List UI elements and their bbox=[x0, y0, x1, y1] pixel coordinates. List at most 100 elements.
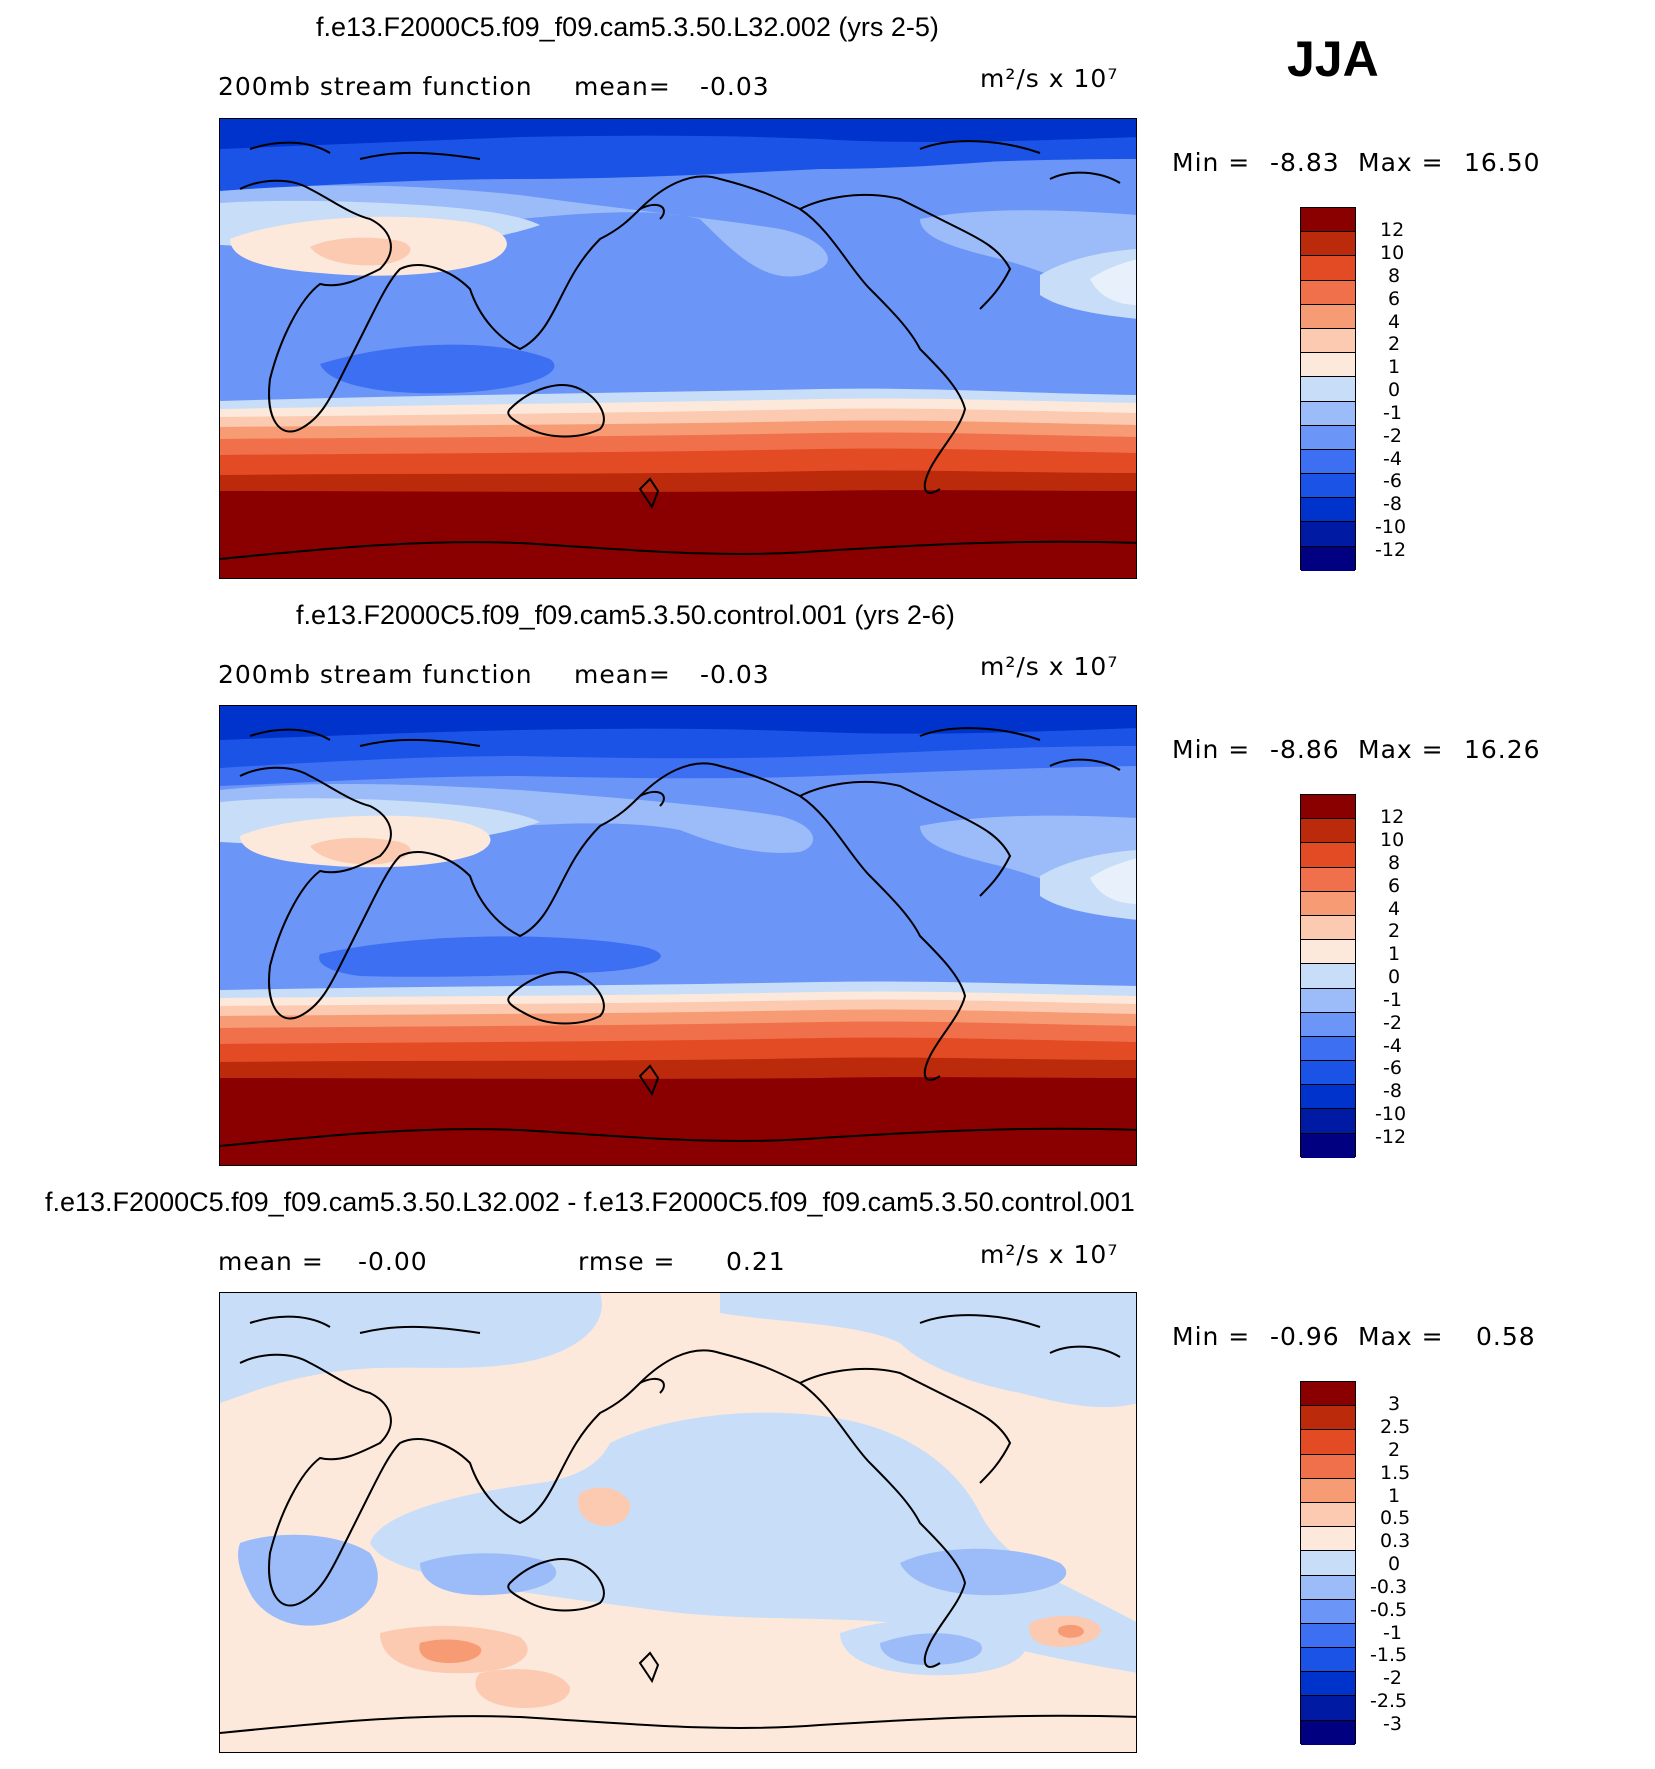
colorbar-swatch bbox=[1301, 1623, 1355, 1649]
mean-label: mean = bbox=[218, 1247, 324, 1276]
colorbar-swatch bbox=[1301, 353, 1355, 378]
colorbar-swatch bbox=[1301, 377, 1355, 402]
colorbar-swatch bbox=[1301, 891, 1355, 916]
colorbar-tick: -2.5 bbox=[1370, 1690, 1408, 1712]
colorbar-tick: 0 bbox=[1388, 379, 1401, 401]
colorbar-swatch bbox=[1301, 988, 1355, 1013]
colorbar-tick: 1 bbox=[1388, 1485, 1401, 1507]
colorbar-swatch bbox=[1301, 1061, 1355, 1086]
colorbar-tick: -10 bbox=[1375, 1103, 1407, 1125]
colorbar-tick: -4 bbox=[1383, 448, 1402, 470]
difference-map bbox=[219, 1292, 1137, 1753]
colorbar-tick: 0 bbox=[1388, 1553, 1401, 1575]
colorbar-tick: -6 bbox=[1383, 1057, 1402, 1079]
mean-label: mean= bbox=[574, 660, 671, 689]
colorbar-tick: 1 bbox=[1388, 943, 1401, 965]
colorbar-swatch bbox=[1301, 964, 1355, 989]
colorbar-swatch bbox=[1301, 1502, 1355, 1528]
colorbar-tick: 4 bbox=[1388, 311, 1401, 333]
colorbar-tick: 6 bbox=[1388, 288, 1401, 310]
colorbar-tick: 3 bbox=[1388, 1393, 1401, 1415]
colorbar-swatch bbox=[1301, 401, 1355, 426]
panel-title: f.e13.F2000C5.f09_f09.cam5.3.50.L32.002 … bbox=[316, 12, 939, 42]
max-value: 0.58 bbox=[1476, 1322, 1536, 1351]
colorbar-swatch bbox=[1301, 1133, 1355, 1158]
min-value: -0.96 bbox=[1270, 1322, 1340, 1351]
colorbar-swatch bbox=[1301, 867, 1355, 892]
colorbar-tick: -10 bbox=[1375, 516, 1407, 538]
colorbar-swatch bbox=[1301, 1109, 1355, 1134]
colorbar-swatch bbox=[1301, 1648, 1355, 1673]
colorbar-swatch bbox=[1301, 546, 1355, 571]
mean-value: -0.03 bbox=[700, 72, 770, 101]
colorbar bbox=[1300, 794, 1356, 1158]
colorbar-tick: -2 bbox=[1383, 1012, 1402, 1034]
colorbar-tick: 0.5 bbox=[1380, 1507, 1411, 1529]
colorbar-swatch bbox=[1301, 1012, 1355, 1037]
colorbar-swatch bbox=[1301, 425, 1355, 450]
colorbar-tick: -6 bbox=[1383, 470, 1402, 492]
colorbar-tick: -1 bbox=[1383, 989, 1402, 1011]
panel-title: f.e13.F2000C5.f09_f09.cam5.3.50.control.… bbox=[296, 600, 955, 630]
colorbar-swatch bbox=[1301, 1575, 1355, 1600]
colorbar-swatch bbox=[1301, 1696, 1355, 1721]
field-label: 200mb stream function bbox=[218, 660, 533, 689]
colorbar-tick: -0.3 bbox=[1370, 1576, 1408, 1598]
units-label: m²/s x 10⁷ bbox=[980, 64, 1119, 93]
colorbar-swatch bbox=[1301, 328, 1355, 354]
colorbar-swatch bbox=[1301, 208, 1355, 233]
colorbar-swatch bbox=[1301, 522, 1355, 547]
colorbar-tick: 8 bbox=[1388, 265, 1401, 287]
field-label: 200mb stream function bbox=[218, 72, 533, 101]
max-value: 16.26 bbox=[1464, 735, 1541, 764]
max-value: 16.50 bbox=[1464, 148, 1541, 177]
colorbar-swatch bbox=[1301, 795, 1355, 820]
stream-function-map bbox=[219, 118, 1137, 579]
colorbar-tick: 1 bbox=[1388, 356, 1401, 378]
colorbar-tick: -1 bbox=[1383, 1622, 1402, 1644]
min-label: Min = bbox=[1172, 1322, 1251, 1351]
colorbar-tick: -2 bbox=[1383, 425, 1402, 447]
mean-label: mean= bbox=[574, 72, 671, 101]
colorbar-swatch bbox=[1301, 449, 1355, 475]
colorbar-tick: -1.5 bbox=[1370, 1644, 1408, 1666]
colorbar-swatch bbox=[1301, 256, 1355, 281]
colorbar-swatch bbox=[1301, 1430, 1355, 1455]
colorbar-swatch bbox=[1301, 474, 1355, 499]
colorbar-tick: -8 bbox=[1383, 1080, 1402, 1102]
stream-function-map bbox=[219, 705, 1137, 1166]
colorbar-tick: 0 bbox=[1388, 966, 1401, 988]
colorbar-swatch bbox=[1301, 915, 1355, 941]
mean-value: -0.00 bbox=[358, 1247, 428, 1276]
colorbar-tick: 10 bbox=[1380, 242, 1405, 264]
colorbar-tick: -0.5 bbox=[1370, 1599, 1408, 1621]
colorbar-tick: 12 bbox=[1380, 219, 1405, 241]
max-label: Max = bbox=[1358, 1322, 1444, 1351]
panel-title: f.e13.F2000C5.f09_f09.cam5.3.50.L32.002 … bbox=[45, 1187, 1135, 1217]
colorbar-tick: -2 bbox=[1383, 1667, 1402, 1689]
min-label: Min = bbox=[1172, 148, 1251, 177]
colorbar bbox=[1300, 207, 1356, 571]
colorbar-tick: -3 bbox=[1383, 1713, 1402, 1735]
units-label: m²/s x 10⁷ bbox=[980, 652, 1119, 681]
colorbar-swatch bbox=[1301, 1036, 1355, 1062]
colorbar-swatch bbox=[1301, 1551, 1355, 1576]
min-value: -8.83 bbox=[1270, 148, 1340, 177]
colorbar-swatch bbox=[1301, 1720, 1355, 1745]
colorbar-tick: 0.3 bbox=[1380, 1530, 1411, 1552]
min-label: Min = bbox=[1172, 735, 1251, 764]
colorbar-tick: 2 bbox=[1388, 920, 1401, 942]
colorbar-swatch bbox=[1301, 843, 1355, 868]
colorbar-tick: 2.5 bbox=[1380, 1416, 1411, 1438]
colorbar-tick: 2 bbox=[1388, 1439, 1401, 1461]
colorbar-tick: 12 bbox=[1380, 806, 1405, 828]
colorbar-tick: 6 bbox=[1388, 875, 1401, 897]
colorbar-swatch bbox=[1301, 1454, 1355, 1479]
colorbar-swatch bbox=[1301, 1599, 1355, 1624]
units-label: m²/s x 10⁷ bbox=[980, 1240, 1119, 1269]
colorbar-tick: -8 bbox=[1383, 493, 1402, 515]
colorbar-tick: -12 bbox=[1375, 1126, 1407, 1148]
colorbar-tick: 8 bbox=[1388, 852, 1401, 874]
rmse-value: 0.21 bbox=[726, 1247, 786, 1276]
colorbar-tick: -12 bbox=[1375, 539, 1407, 561]
